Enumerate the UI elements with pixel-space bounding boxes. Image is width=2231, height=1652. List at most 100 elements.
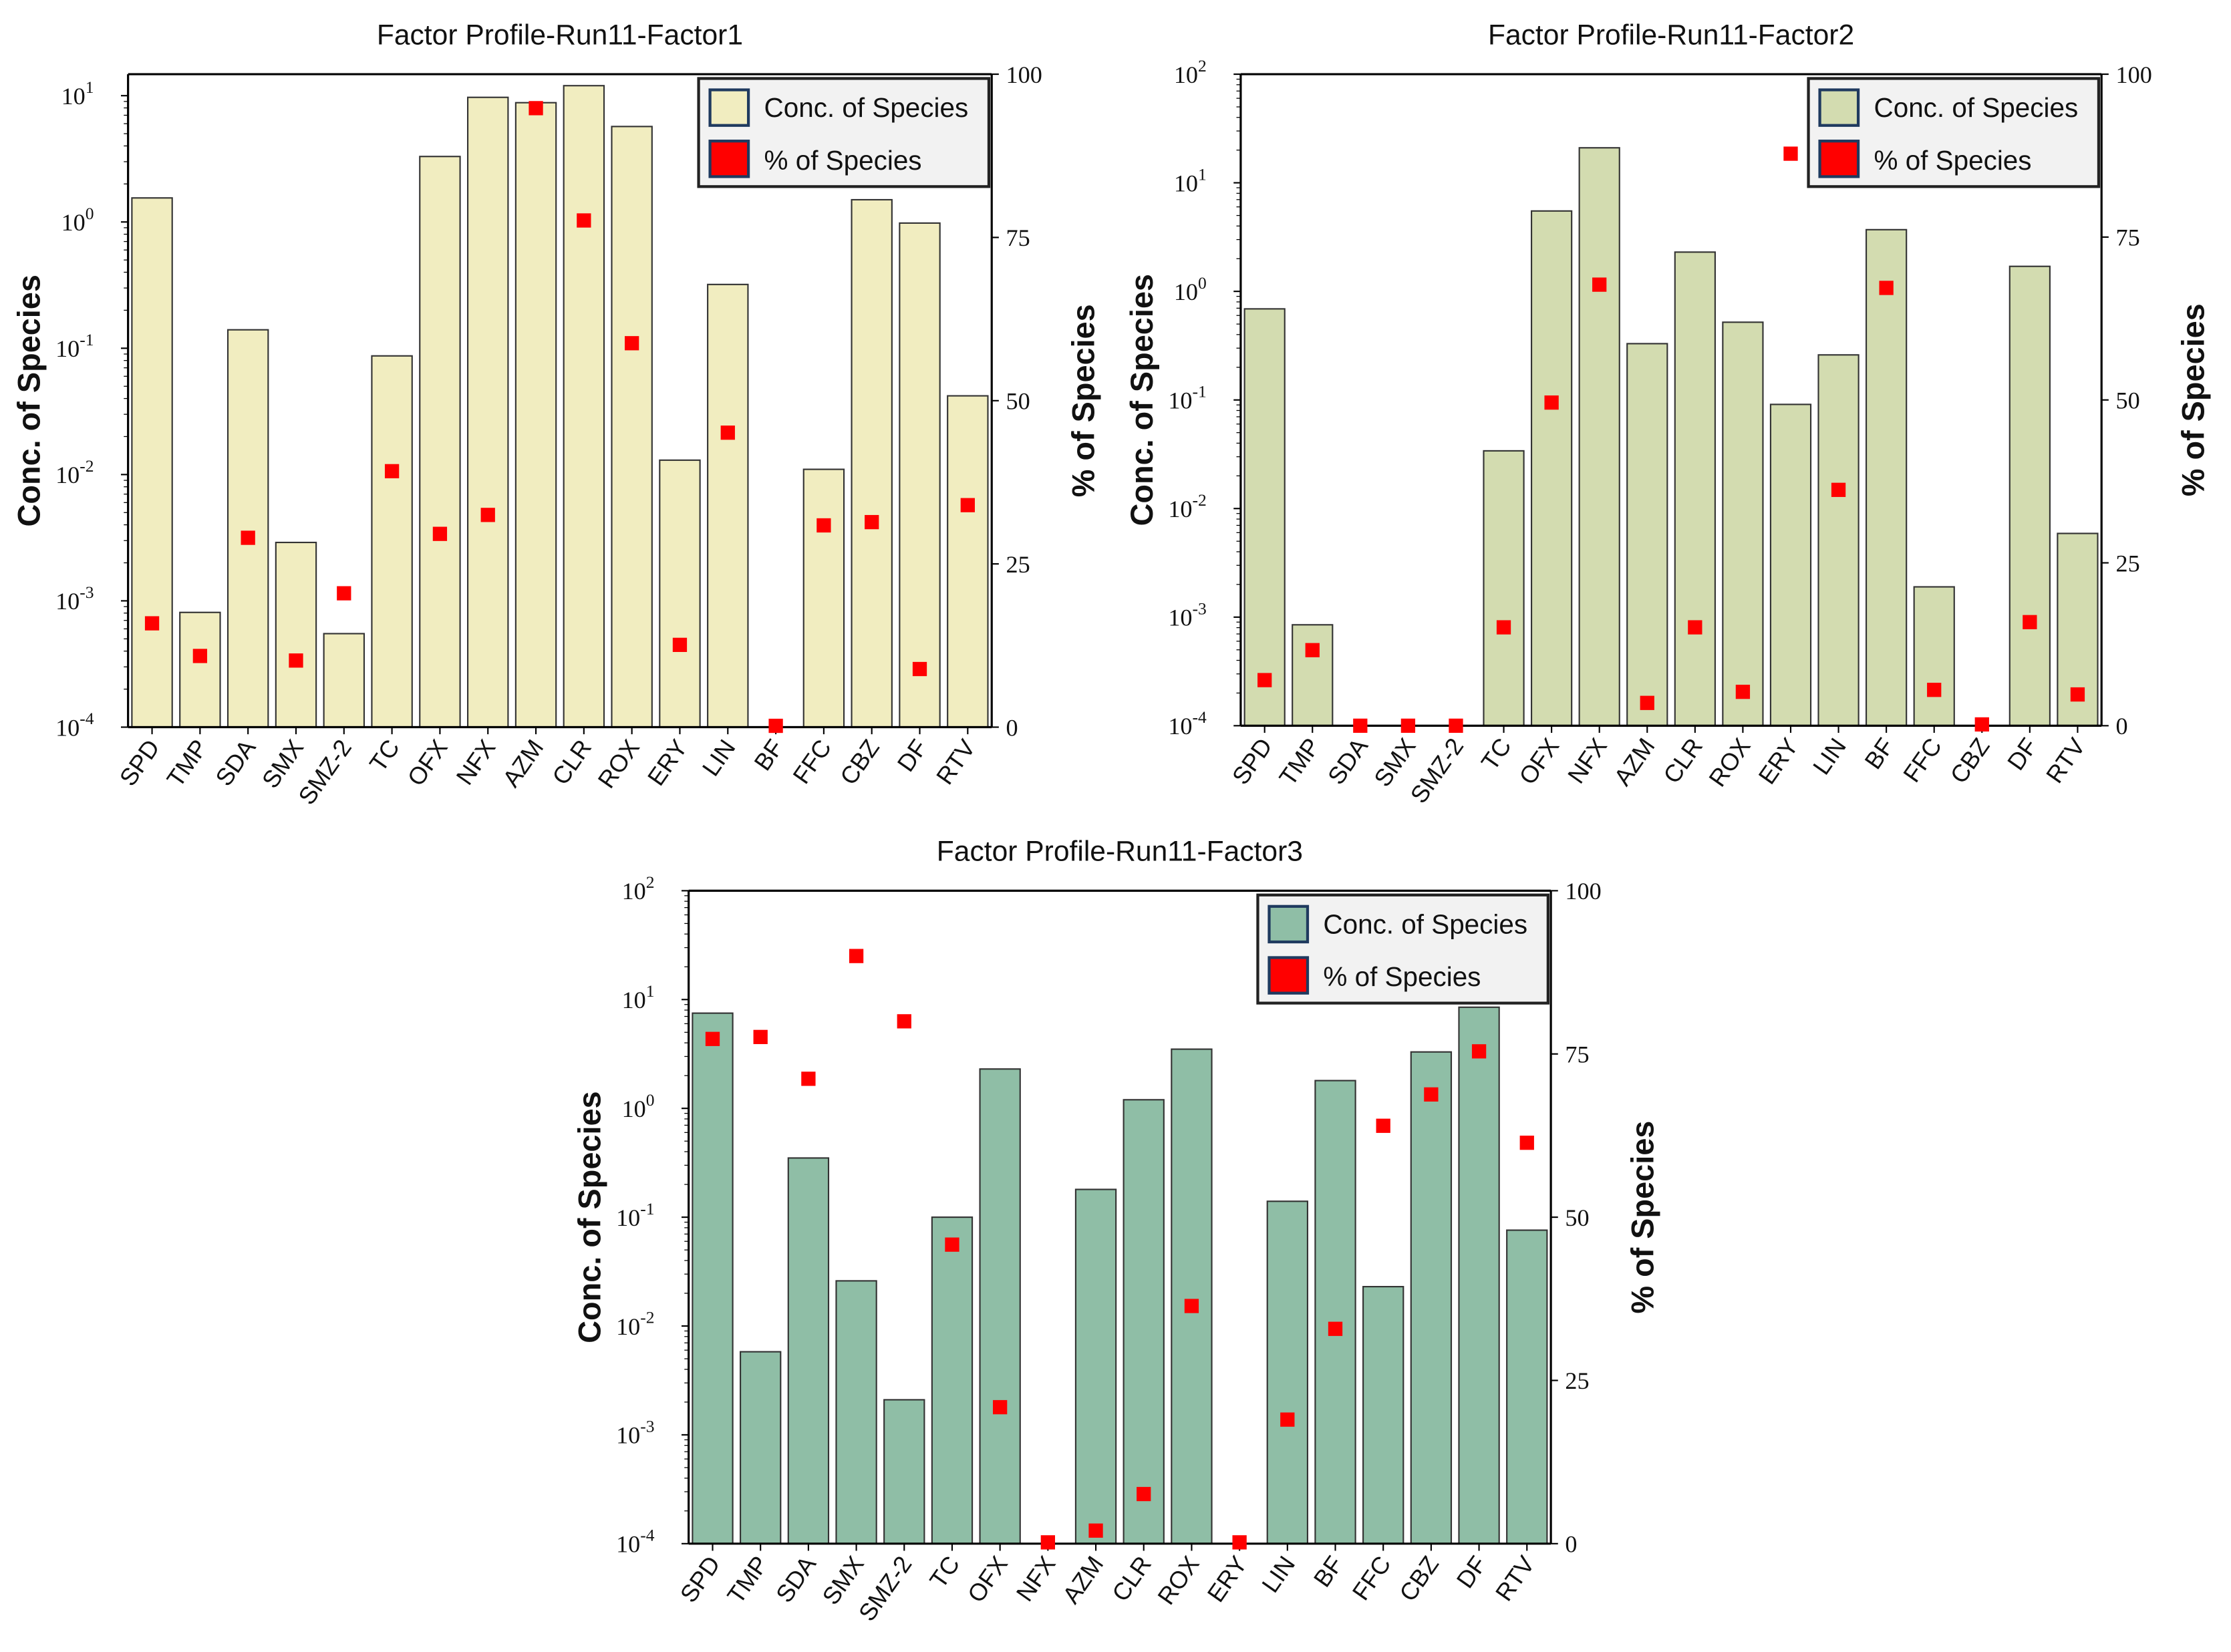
y-tick-label: 10-4: [616, 1526, 655, 1558]
x-tick-label: DF: [892, 734, 933, 776]
pct-marker-tc: [945, 1237, 959, 1252]
pct-marker-ery: [672, 637, 688, 652]
pct-marker-cbz: [1974, 717, 1989, 732]
bar-spd: [131, 197, 173, 728]
pct-marker-df: [1471, 1044, 1487, 1059]
bar-clr: [563, 85, 605, 728]
bar-ofx: [979, 1068, 1021, 1544]
x-tick-label: CLR: [1658, 733, 1708, 788]
legend-swatch-pct: [1268, 956, 1310, 995]
legend-label-pct: % of Species: [764, 145, 922, 176]
y-tick-label: 102: [622, 872, 655, 904]
y-tick-exponent: -4: [640, 1526, 655, 1545]
chart-title: Factor Profile-Run11-Factor1: [377, 19, 743, 51]
x-tick-label: NFX: [1011, 1551, 1061, 1607]
bar-ofx: [1530, 210, 1573, 727]
pct-marker-tmp: [192, 649, 208, 663]
x-tick-label: OFX: [402, 734, 452, 790]
y-tick-exponent: 0: [86, 204, 94, 223]
pct-marker-clr: [577, 213, 591, 228]
pct-marker-ery: [1232, 1535, 1247, 1550]
y2-tick-label: 25: [2116, 550, 2140, 576]
x-tick-label: TMP: [1274, 733, 1325, 790]
pct-marker-lin: [1280, 1412, 1295, 1427]
y2-tick-label: 75: [1006, 224, 1030, 251]
x-tick-label: CBZ: [1945, 733, 1995, 788]
y2-tick-label: 0: [1565, 1531, 1577, 1558]
pct-marker-azm: [529, 101, 543, 116]
x-tick-label: CLR: [1106, 1551, 1157, 1607]
y-tick-label: 10-2: [1168, 490, 1206, 522]
y2-axis-label: % of Species: [1066, 304, 1101, 497]
x-tick-label: ERY: [1202, 1551, 1253, 1607]
y-tick-exponent: -4: [80, 709, 94, 728]
x-tick-label: SPD: [114, 734, 165, 790]
y2-tick-label: 50: [1565, 1204, 1589, 1231]
y2-tick-label: 100: [2116, 61, 2152, 88]
y-tick-exponent: 1: [1198, 164, 1207, 184]
y-tick-exponent: -3: [80, 583, 94, 602]
pct-marker-sda: [241, 530, 255, 545]
pct-marker-cbz: [1424, 1087, 1439, 1102]
y-tick-exponent: -4: [1193, 707, 1207, 727]
y-tick-label: 100: [61, 204, 94, 236]
pct-marker-azm: [1088, 1523, 1103, 1538]
pct-marker-bf: [1328, 1321, 1343, 1336]
x-tick-label: BF: [1308, 1551, 1348, 1592]
pct-marker-lin: [720, 426, 735, 440]
pct-marker-ofx: [993, 1399, 1008, 1415]
y-tick-exponent: 0: [1198, 273, 1207, 293]
y2-tick-label: 50: [1006, 388, 1030, 415]
x-tick-label: BF: [1859, 733, 1899, 774]
x-tick-label: SPD: [675, 1551, 726, 1607]
x-tick-label: ERY: [1753, 733, 1803, 789]
y-tick-label: 10-3: [1168, 599, 1206, 631]
bar-tmp: [179, 611, 221, 728]
x-tick-label: CBZ: [1394, 1551, 1444, 1607]
y-tick-exponent: 1: [646, 981, 655, 1001]
bar-azm: [514, 102, 557, 728]
bar-nfx: [467, 96, 509, 728]
x-tick-label: SPD: [1227, 733, 1278, 789]
bar-df: [1458, 1006, 1500, 1544]
x-tick-label: SDA: [1322, 733, 1374, 790]
x-tick-label: TC: [1476, 733, 1517, 775]
legend-swatch-conc: [708, 88, 750, 127]
pct-marker-clr: [1137, 1486, 1151, 1502]
y-tick-label: 101: [622, 981, 655, 1013]
pct-marker-ofx: [432, 526, 448, 541]
y-tick-label: 10-1: [55, 330, 94, 362]
chart-factor3: Factor Profile-Run11-Factor310-410-310-2…: [573, 836, 1660, 1626]
bar-tmp: [740, 1351, 782, 1544]
y-tick-label: 10-3: [616, 1417, 654, 1449]
y-tick-label: 10-1: [616, 1199, 654, 1231]
y-axis-label: Conc. of Species: [573, 1091, 607, 1343]
y2-tick-label: 100: [1006, 61, 1042, 88]
legend-swatch-pct: [708, 140, 750, 178]
y2-tick-label: 75: [2116, 224, 2140, 251]
pct-marker-ery: [1783, 146, 1798, 161]
y2-tick-label: 50: [2116, 387, 2140, 414]
bar-ffc: [802, 468, 845, 728]
x-tick-label: OFX: [962, 1551, 1013, 1607]
bar-smx: [275, 541, 317, 728]
bar-cbz: [1410, 1051, 1453, 1544]
bar-sda: [227, 329, 269, 728]
y-tick-exponent: -2: [640, 1308, 654, 1327]
pct-marker-smx: [849, 949, 864, 963]
pct-marker-rtv: [1519, 1136, 1534, 1150]
legend-swatch-pct: [1818, 140, 1860, 178]
x-tick-label: NFX: [450, 734, 500, 790]
pct-marker-sda: [801, 1071, 816, 1086]
y-tick-label: 10-2: [616, 1308, 654, 1340]
bar-smz-2: [883, 1399, 925, 1544]
bar-rtv: [1506, 1229, 1548, 1544]
bar-cbz: [851, 198, 893, 728]
legend-label-pct: % of Species: [1874, 145, 2032, 176]
pct-marker-rox: [625, 336, 639, 351]
y-tick-label: 10-4: [55, 709, 94, 741]
pct-marker-nfx: [480, 508, 495, 522]
legend: Conc. of Species % of Species: [1256, 893, 1549, 1005]
x-tick-label: AZM: [1608, 733, 1660, 790]
y-tick-label: 100: [622, 1090, 655, 1122]
